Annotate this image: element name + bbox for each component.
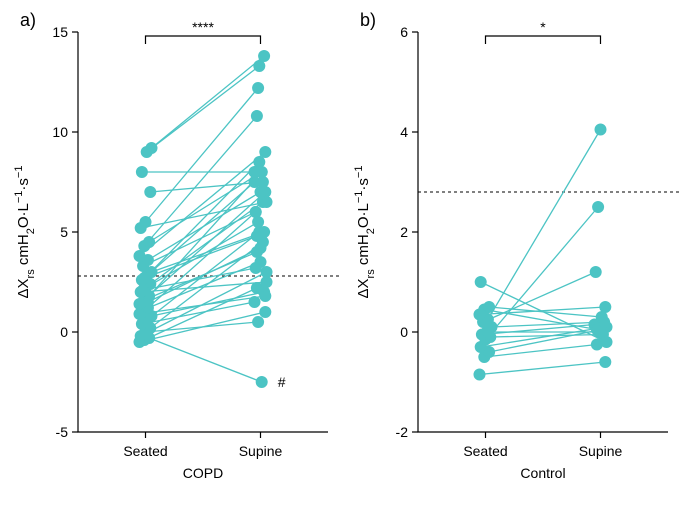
- panel-b-ylabel: ΔXrs cmH2O·L−1·s−1: [353, 166, 377, 299]
- panel-a-point: [144, 237, 155, 248]
- panel-b-ytick-label: -2: [396, 424, 409, 440]
- panel-a-point: [140, 217, 151, 228]
- panel-a-point: [251, 231, 262, 242]
- panel-a-pair-line: [150, 182, 263, 192]
- panel-a-point: [261, 267, 272, 278]
- panel-a-point: [260, 307, 271, 318]
- panel-a-point: [139, 273, 150, 284]
- panel-a-ylabel: ΔXrs cmH2O·L−1·s−1: [13, 166, 37, 299]
- panel-b-point: [475, 277, 486, 288]
- panel-b-point: [474, 369, 485, 380]
- panel-b-group-label: Control: [520, 465, 565, 481]
- panel-a-point: [250, 263, 261, 274]
- panel-b-point: [596, 312, 607, 323]
- panel-a-point: [253, 217, 264, 228]
- panel-a-ytick-label: 0: [60, 324, 68, 340]
- panel-a-point: [138, 285, 149, 296]
- panel-a-sig-bracket: [146, 36, 261, 44]
- panel-a-pair-line: [152, 56, 265, 148]
- panel-a-point: [142, 297, 153, 308]
- panel-b-ytick-label: 6: [400, 24, 408, 40]
- panel-a-point: [256, 377, 267, 388]
- panel-a-point: [260, 147, 271, 158]
- panel-b-pair-line: [484, 345, 597, 358]
- panel-a-sig-label: ****: [192, 19, 214, 35]
- panel-b-ytick-label: 4: [400, 124, 408, 140]
- panel-b-sig-bracket: [486, 36, 601, 44]
- panel-b-point: [600, 357, 611, 368]
- panel-a-point: [259, 51, 270, 62]
- panel-a-pair-line: [142, 182, 255, 280]
- panel-b-ytick-label: 2: [400, 224, 408, 240]
- panel-b-xtick-label: Seated: [463, 443, 507, 459]
- panel-a-ytick-label: 15: [52, 24, 68, 40]
- panel-a-point: [134, 251, 145, 262]
- panel-a-pair-line: [152, 232, 265, 272]
- panel-a-pair-line: [146, 322, 259, 332]
- figure-svg: a) -5 0 5 10 15 Seated Supine COPD ΔXrs cmH2O·L−1…: [0, 0, 695, 508]
- panel-a-point: [255, 243, 266, 254]
- panel-a-ytick-label: 10: [52, 124, 68, 140]
- panel-a-point: [254, 157, 265, 168]
- panel-a-point: [251, 111, 262, 122]
- panel-a-pair-line: [146, 88, 259, 222]
- panel-a-pair-line: [149, 338, 262, 382]
- panel-a-pair-line: [148, 262, 261, 308]
- panel-a-point: [249, 167, 260, 178]
- panel-a-point: [261, 197, 272, 208]
- panel-a-axes: [78, 32, 328, 432]
- panel-a-point: [250, 207, 261, 218]
- panel-a-point: [136, 167, 147, 178]
- panel-a-group-label: COPD: [183, 465, 223, 481]
- panel-b-panel-label: b): [360, 10, 376, 30]
- panel-a-ytick-label: -5: [56, 424, 69, 440]
- panel-b-pair-line: [480, 362, 606, 375]
- panel-b-ytick-label: 0: [400, 324, 408, 340]
- panel-b-point: [590, 267, 601, 278]
- panel-b-sig-label: *: [540, 19, 546, 35]
- panel-a-point: [253, 317, 264, 328]
- panel-b-point: [601, 337, 612, 348]
- panel-a-point: [145, 187, 156, 198]
- panel-a-point: [255, 187, 266, 198]
- panel-a-xtick-label: Seated: [123, 443, 167, 459]
- panel-a-point: [257, 177, 268, 188]
- panel-b-point: [591, 324, 602, 335]
- panel-a-point: [146, 143, 157, 154]
- panel-a-point: [253, 83, 264, 94]
- panel-b-point: [593, 202, 604, 213]
- panel-a-point: [134, 309, 145, 320]
- panel-b-point: [595, 124, 606, 135]
- panel-b-axes: [418, 32, 668, 432]
- panel-b-point: [600, 302, 611, 313]
- panel-a-point: [261, 277, 272, 288]
- panel-b-point: [484, 302, 495, 313]
- panel-a-ytick-label: 5: [60, 224, 68, 240]
- panel-a-hash-label: #: [278, 374, 286, 390]
- panel-b-xtick-label: Supine: [579, 443, 623, 459]
- panel-a-xtick-label: Supine: [239, 443, 283, 459]
- panel-a-point: [254, 61, 265, 72]
- panel-a-point: [260, 291, 271, 302]
- panel-a-pair-line: [147, 66, 260, 152]
- panel-a-panel-label: a): [20, 10, 36, 30]
